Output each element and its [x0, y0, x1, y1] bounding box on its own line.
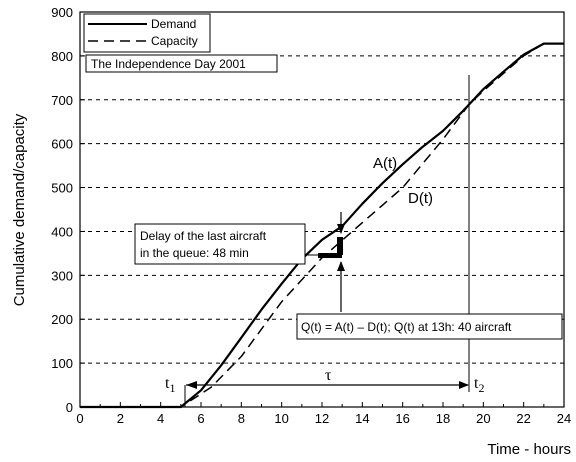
- x-tick-label: 0: [76, 411, 83, 426]
- day-box-frame: [85, 54, 278, 73]
- queue-note-text: Q(t) = A(t) – D(t); Q(t) at 13h: 40 airc…: [301, 320, 512, 334]
- a-label: A(t): [373, 155, 397, 172]
- queue-note: Q(t) = A(t) – D(t); Q(t) at 13h: 40 airc…: [296, 313, 563, 340]
- y-tick-label: 800: [51, 49, 73, 64]
- x-tick-label: 14: [355, 411, 369, 426]
- day-box-text: The Independence Day 2001: [91, 57, 246, 71]
- delay-note-frame: [134, 223, 306, 265]
- series-layer: [80, 42, 564, 409]
- x-tick-label: 2: [117, 411, 124, 426]
- y-tick-label: 400: [51, 224, 73, 239]
- tau-label: τ: [325, 367, 332, 384]
- x-tick-label: 6: [197, 411, 204, 426]
- x-tick-label: 22: [516, 411, 530, 426]
- y-tick-label: 0: [66, 400, 73, 415]
- x-tick-label: 20: [476, 411, 490, 426]
- x-axis-title: Time - hours: [487, 441, 571, 458]
- day-box: The Independence Day 2001: [85, 54, 278, 73]
- legend-demand-label: Demand: [151, 17, 196, 31]
- y-tick-label: 100: [51, 356, 73, 371]
- x-tick-label: 12: [315, 411, 329, 426]
- y-axis-title: Cumulative demand/capacity: [11, 113, 28, 306]
- queue-note-frame: [296, 313, 563, 340]
- x-tick-label: 24: [557, 411, 571, 426]
- y-tick-label: 500: [51, 181, 73, 196]
- queue-bar: [337, 237, 343, 255]
- y-tick-label: 300: [51, 268, 73, 283]
- legend-capacity-label: Capacity: [151, 34, 198, 48]
- tau-arrowhead-left: [186, 381, 197, 389]
- delay-note: Delay of the last aircraft in the queue:…: [134, 223, 306, 265]
- x-tick-label: 16: [395, 411, 409, 426]
- series-line-capacity: [80, 42, 564, 408]
- x-tick-label: 4: [157, 411, 164, 426]
- d-label: D(t): [408, 190, 433, 207]
- x-tick-label: 18: [436, 411, 450, 426]
- y-tick-label: 900: [51, 5, 73, 20]
- legend-box: [83, 13, 211, 53]
- delay-note-line1: Delay of the last aircraft: [140, 229, 267, 243]
- x-tick-label: 10: [274, 411, 288, 426]
- y-tick-label: 700: [51, 93, 73, 108]
- delay-bar: [318, 253, 342, 258]
- y-tick-label: 600: [51, 137, 73, 152]
- x-tick-label: 8: [238, 411, 245, 426]
- delay-note-line2: in the queue: 48 min: [140, 246, 249, 260]
- series-line-demand: [80, 42, 564, 409]
- t1-label: t1: [165, 375, 175, 395]
- legend: Demand Capacity: [83, 13, 211, 53]
- y-tick-label: 200: [51, 312, 73, 327]
- t2-label: t2: [474, 375, 484, 395]
